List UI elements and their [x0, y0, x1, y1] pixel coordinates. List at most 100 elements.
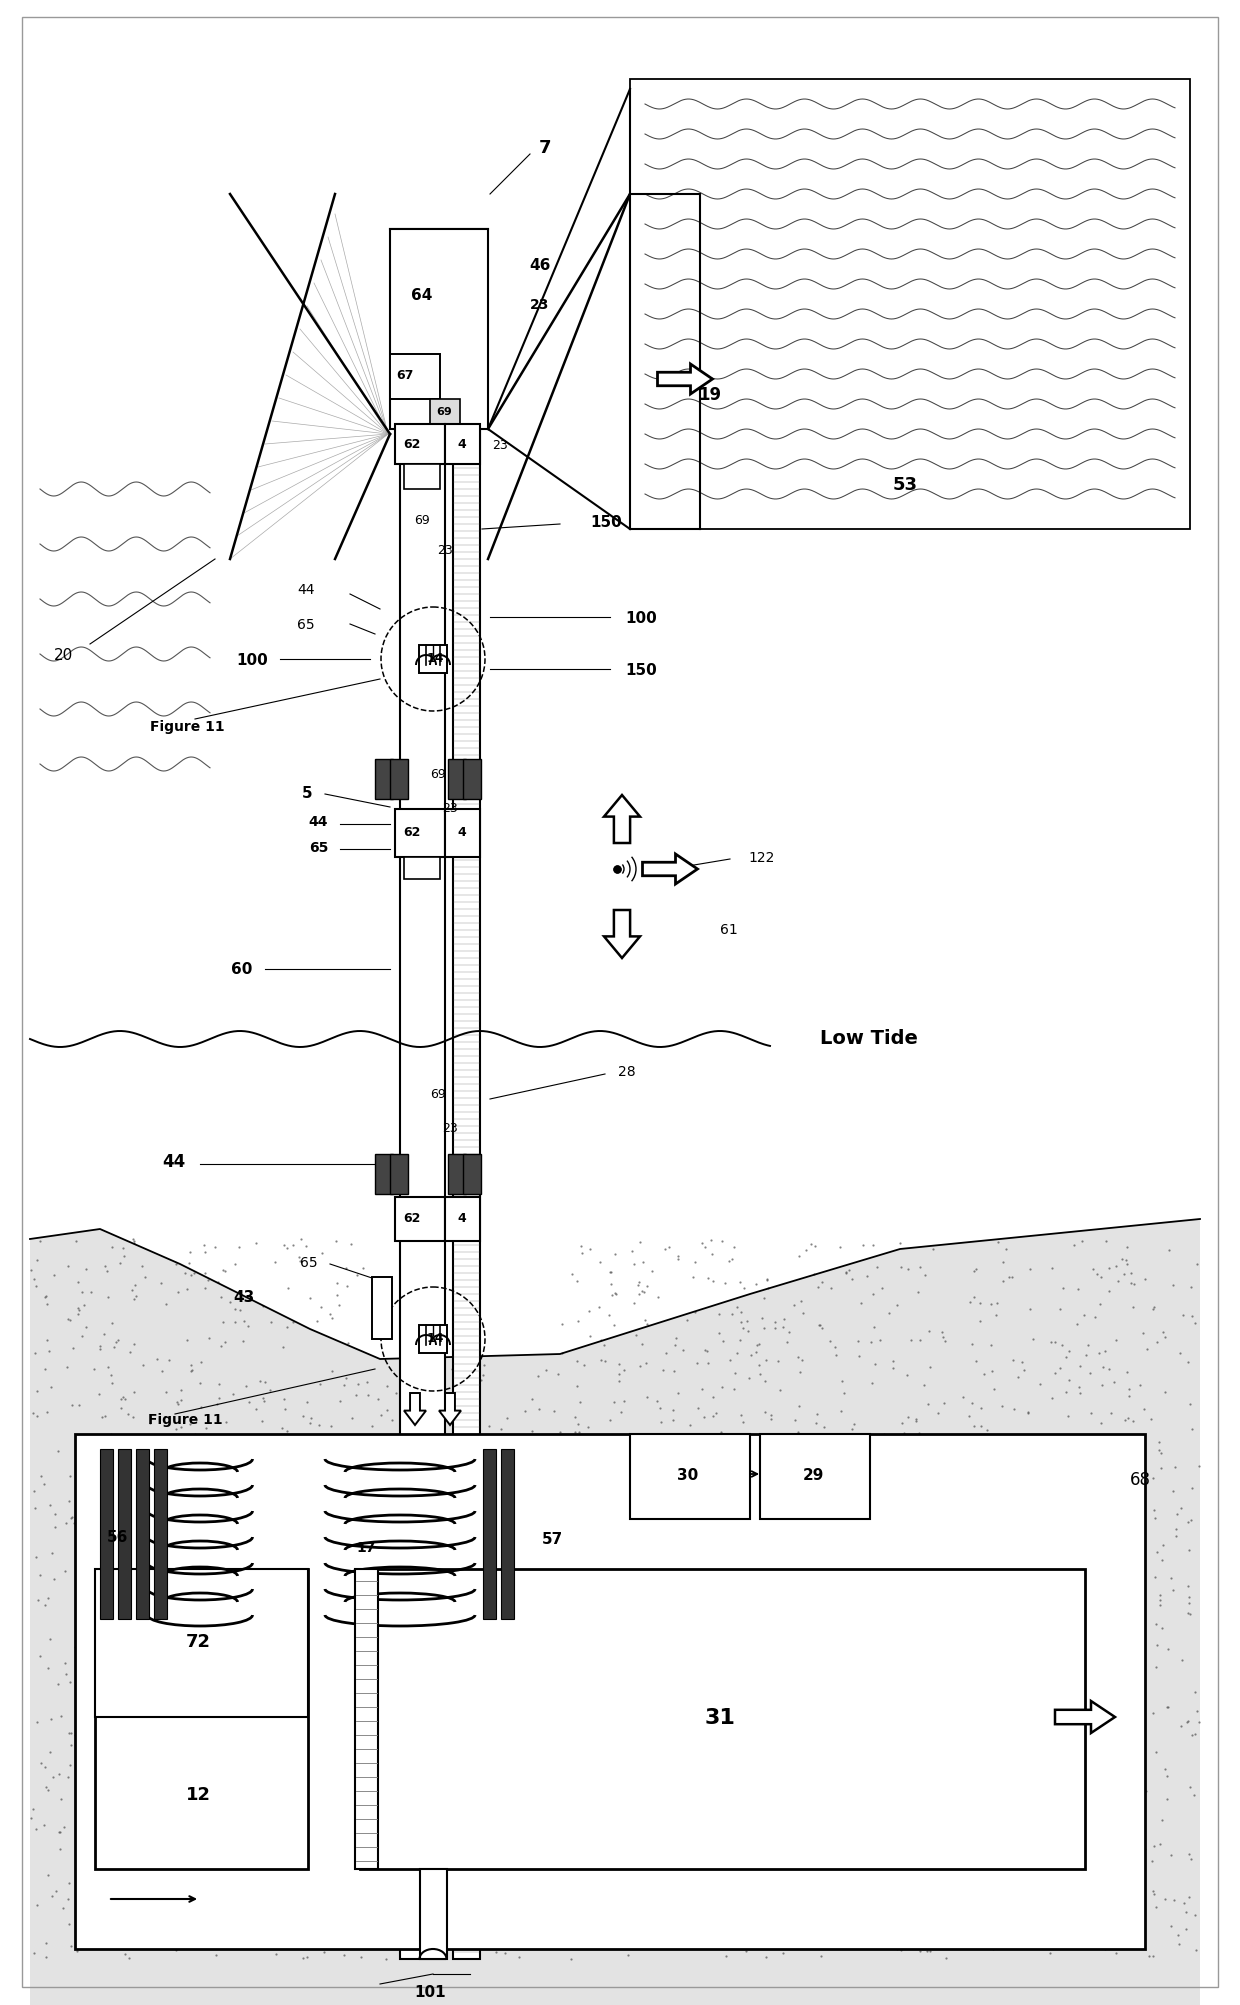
Point: [570, 1472, 590, 1504]
Point: [812, 1718, 832, 1750]
Point: [997, 1869, 1017, 1901]
Point: [816, 1574, 836, 1606]
Point: [306, 1760, 326, 1792]
Point: [1167, 1498, 1187, 1530]
Point: [795, 1562, 815, 1594]
Point: [848, 1684, 868, 1716]
Point: [43, 1564, 63, 1596]
Point: [838, 1815, 858, 1847]
Point: [99, 1720, 119, 1752]
Point: [120, 1337, 140, 1369]
Point: [501, 1652, 521, 1684]
Point: [689, 1618, 709, 1650]
Point: [601, 1257, 621, 1289]
Point: [904, 1486, 924, 1518]
Point: [284, 1546, 304, 1578]
Point: [608, 1590, 627, 1622]
Point: [336, 1251, 356, 1283]
Point: [533, 1560, 553, 1592]
Point: [703, 1265, 723, 1297]
Point: [820, 1827, 839, 1859]
Point: [202, 1917, 222, 1949]
Point: [239, 1440, 259, 1472]
Point: [789, 1843, 808, 1875]
Point: [966, 1646, 986, 1678]
Text: 150: 150: [625, 662, 657, 678]
Point: [894, 1418, 914, 1450]
Point: [786, 1524, 806, 1556]
Point: [887, 1628, 906, 1660]
Point: [1106, 1251, 1126, 1283]
Point: [37, 1582, 57, 1614]
Point: [751, 1656, 771, 1688]
Point: [1179, 1582, 1199, 1614]
Point: [960, 1496, 980, 1528]
Point: [1063, 1750, 1083, 1782]
Point: [1099, 1780, 1118, 1813]
Point: [723, 1243, 743, 1275]
Point: [98, 1281, 118, 1313]
Point: [693, 1500, 713, 1532]
Point: [233, 1305, 253, 1337]
Point: [521, 1827, 541, 1859]
Point: [376, 1943, 396, 1975]
Point: [678, 1893, 698, 1925]
Point: [578, 1412, 598, 1444]
Point: [216, 1406, 236, 1438]
Point: [671, 1861, 691, 1893]
Point: [38, 1652, 58, 1684]
Point: [988, 1438, 1008, 1470]
Point: [610, 1520, 630, 1552]
Point: [215, 1462, 234, 1494]
Point: [673, 1742, 693, 1774]
Point: [990, 1622, 1009, 1654]
Point: [1023, 1666, 1043, 1698]
Point: [1145, 1494, 1164, 1526]
Point: [1143, 1293, 1163, 1325]
Point: [606, 1277, 626, 1309]
Point: [645, 1596, 665, 1628]
Point: [89, 1329, 109, 1361]
Point: [124, 1227, 144, 1259]
Point: [27, 1706, 47, 1738]
Point: [992, 1638, 1012, 1670]
Point: [562, 1670, 582, 1702]
Point: [1106, 1454, 1126, 1486]
Point: [236, 1857, 255, 1889]
Text: 61: 61: [720, 922, 738, 936]
Point: [1122, 1859, 1142, 1891]
Point: [68, 1267, 88, 1299]
Point: [135, 1261, 155, 1293]
Point: [733, 1406, 753, 1438]
Point: [180, 1760, 200, 1792]
Point: [476, 1708, 496, 1740]
Point: [1164, 1885, 1184, 1917]
Point: [495, 1660, 515, 1692]
Point: [920, 1676, 940, 1708]
Point: [408, 1716, 428, 1748]
Point: [915, 1690, 935, 1722]
Point: [236, 1923, 255, 1955]
Point: [601, 1554, 621, 1586]
Point: [260, 1373, 280, 1406]
Point: [99, 1772, 119, 1804]
Point: [1050, 1736, 1070, 1768]
Point: [27, 1889, 47, 1921]
Point: [402, 1911, 422, 1943]
Point: [915, 1911, 935, 1943]
Point: [854, 1825, 874, 1857]
Point: [926, 1831, 946, 1863]
Point: [353, 1500, 373, 1532]
Point: [924, 1829, 944, 1861]
Point: [1073, 1486, 1092, 1518]
Point: [270, 1574, 290, 1606]
Point: [1140, 1939, 1159, 1971]
Point: [795, 1730, 815, 1762]
Point: [863, 1277, 883, 1309]
Point: [265, 1937, 285, 1969]
Point: [1056, 1859, 1076, 1891]
Point: [1141, 1404, 1161, 1436]
Point: [564, 1534, 584, 1566]
Text: 20: 20: [53, 648, 73, 662]
Point: [956, 1572, 976, 1604]
